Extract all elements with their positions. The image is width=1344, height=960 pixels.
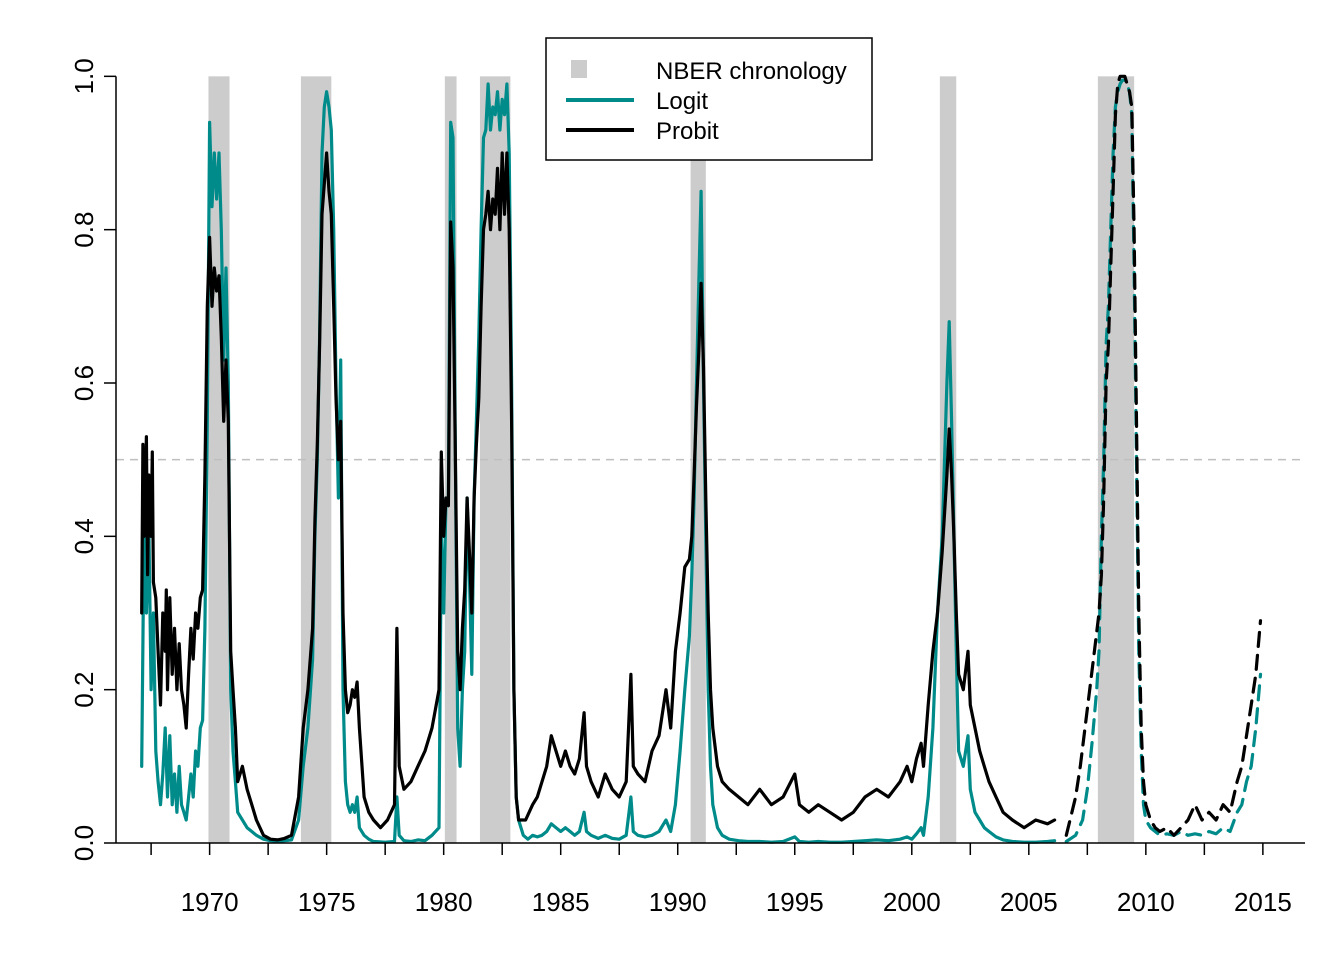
x-tick-label: 2015	[1234, 887, 1292, 917]
y-tick-label: 0.8	[69, 212, 99, 248]
legend: NBER chronology Logit Probit	[545, 37, 873, 161]
y-tick-label: 0.0	[69, 825, 99, 861]
y-tick-label: 0.2	[69, 672, 99, 708]
legend-swatch-nber	[571, 60, 587, 78]
series-logit-solid-segment	[140, 82, 1057, 844]
series-probit-solid-segment	[140, 151, 1057, 842]
recession-band-3	[444, 76, 457, 844]
x-tick-label: 1975	[298, 887, 356, 917]
series-lines	[140, 74, 1263, 844]
legend-label-logit: Logit	[656, 88, 708, 115]
y-tick-label: 0.4	[69, 518, 99, 554]
axes: 0.0 0.2 0.4 0.6 0.8 1.0 1970 1975 1980 1985 1990 19…	[69, 58, 1305, 917]
series-probit-dashed-segment	[1064, 74, 1263, 837]
x-tick-label: 1970	[181, 887, 239, 917]
legend-label-nber: NBER chronology	[656, 58, 847, 85]
x-tick-label: 2000	[883, 887, 941, 917]
x-tick-label: 1995	[766, 887, 824, 917]
x-tick-label: 1990	[649, 887, 707, 917]
y-tick-label: 1.0	[69, 58, 99, 94]
legend-label-probit: Probit	[656, 118, 719, 145]
x-tick-label: 2005	[1000, 887, 1058, 917]
x-tick-label: 1985	[532, 887, 590, 917]
y-tick-label: 0.6	[69, 365, 99, 401]
x-tick-label: 2010	[1117, 887, 1175, 917]
x-tick-label: 1980	[415, 887, 473, 917]
